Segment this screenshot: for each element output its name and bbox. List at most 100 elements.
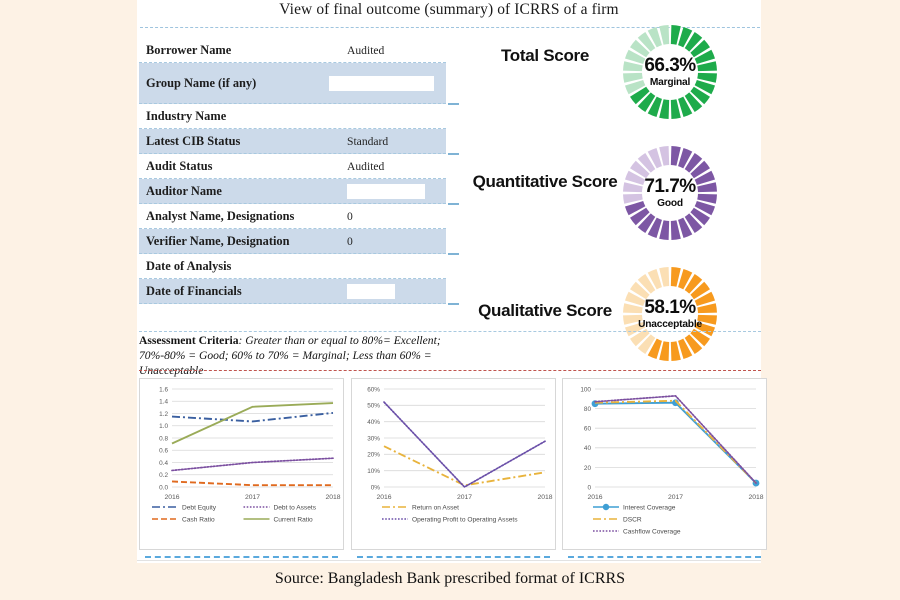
donut-segment [690,39,710,58]
row-tick-marker [448,303,459,305]
donut-segment [659,25,670,45]
chart-y-tick: 50% [367,403,380,410]
donut-segment [647,338,662,360]
donut-segment [690,281,710,300]
score-donut-1: 66.3% Marginal [620,22,720,122]
donut-segment [647,217,662,239]
donut-segment [670,25,681,45]
form-row: Verifier Name, Designation 0 [139,229,459,255]
chart-x-tick: 2016 [164,494,179,501]
chart-series-line [594,401,757,484]
chart-x-tick: 2016 [376,494,391,501]
donut-segment [637,213,656,233]
donut-segment [694,322,716,337]
donut-segment [690,207,710,226]
donut-segment [694,201,716,216]
donut-segment [684,92,703,112]
donut-segment [678,96,693,118]
chart-y-tick: 60 [584,426,592,433]
row-tick-marker [448,203,459,205]
donut-segment [678,217,693,239]
chart-legend-label: Cash Ratio [182,516,215,523]
chart-y-tick: 0.8 [159,435,168,442]
row-tick-marker [448,103,459,105]
donut-segment [670,220,681,240]
chart-x-tick: 2018 [325,494,340,501]
donut-segment [670,99,681,119]
chart-legend-label: Operating Profit to Operating Assets [412,516,518,523]
chart-y-tick: 0.4 [159,460,168,467]
chart-underline-2 [357,556,550,558]
donut-segment [623,182,643,193]
chart-y-tick: 1.2 [159,411,168,418]
donut-segment [694,49,716,64]
chart-underline-1 [145,556,338,558]
chart-x-tick: 2017 [245,494,260,501]
form-row-label: Audit Status [146,158,213,173]
chart-underline-3 [568,556,761,558]
chart-y-tick: 100 [580,386,591,393]
criteria-heading: Assessment Criteria [139,334,239,347]
chart-series-line [594,394,757,484]
chart-legend-label: DSCR [623,516,642,523]
chart-panel-3: 0 20 40 60 80 100 2016 2017 2018 Interest Coverag… [562,378,767,550]
chart-data-point [672,399,679,407]
chart-series-line [171,411,334,423]
form-row-value: 0 [347,234,353,248]
chart-legend-marker [602,503,610,511]
form-row-value: 0 [347,209,353,223]
chart-y-tick: 0.0 [159,484,168,491]
form-row-value: Standard [347,134,389,148]
form-row-input[interactable] [329,75,434,91]
form-row: Industry Name [139,104,446,129]
donut-segment [637,334,656,354]
row-tick-marker [448,253,459,255]
form-row-input[interactable] [347,283,395,299]
chart-x-tick: 2016 [587,494,602,501]
donut-segment [694,170,716,185]
donut-segment [697,61,717,72]
chart-legend-label: Current Ratio [274,516,314,523]
form-row-label: Latest CIB Status [146,133,241,148]
chart-y-tick: 40 [584,445,592,452]
donut-segment [659,146,670,166]
donut-segment [659,341,670,361]
criteria-divider-bottom [139,370,761,371]
chart-y-tick: 60% [367,386,380,393]
chart-x-tick: 2017 [457,494,472,501]
form-row-input[interactable] [347,183,425,199]
chart-panel-1: 0.0 0.2 0.4 0.6 0.8 1.0 1.2 1.4 1.6 2016 2017 2018 D… [139,378,344,550]
donut-segment [624,322,646,337]
donut-segment [647,268,662,290]
chart-y-tick: 0.6 [159,448,168,455]
donut-segment [623,314,643,325]
chart-series-line [171,480,333,487]
form-row-label: Date of Financials [146,283,242,298]
chart-legend-label: Debt to Assets [274,504,317,511]
chart-x-tick: 2018 [537,494,552,501]
donut-segment [690,160,710,179]
chart-legend-label: Debt Equity [182,504,217,511]
chart-series-line [171,402,334,445]
chart-series-line [383,401,546,489]
donut-segment [637,32,656,52]
chart-legend-label: Cashflow Coverage [623,528,681,535]
donut-segment [630,160,650,179]
donut-segment [670,146,681,166]
form-row-value: Audited [347,43,385,57]
score-donut-2: 71.7% Good [620,143,720,243]
form-row: Group Name (if any) [139,63,459,105]
chart-series-line [171,457,334,472]
form-row: Date of Financials [139,279,459,305]
donut-segment [637,92,656,112]
donut-segment [624,170,646,185]
score-label-3: Qualitative Score [478,301,612,320]
donut-segment [623,61,643,72]
chart-series-line [383,445,546,487]
donut-segment [684,213,703,233]
donut-segment [670,267,681,287]
chart-y-tick: 0 [587,484,591,491]
donut-segment [630,281,650,300]
chart-panel-2: 0% 10% 20% 30% 40% 50% 60% 2016 2017 2018 Return o… [351,378,556,550]
